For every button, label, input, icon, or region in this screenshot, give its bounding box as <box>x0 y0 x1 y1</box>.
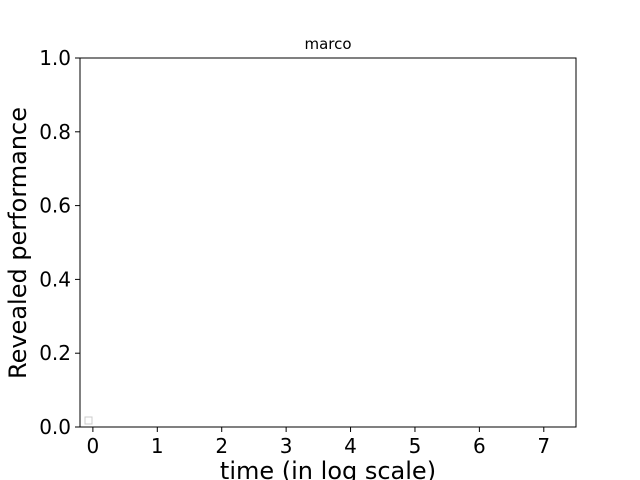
x-axis-title: time (in log scale) <box>220 457 436 480</box>
legend <box>84 416 93 425</box>
x-tick-label: 4 <box>344 434 357 458</box>
y-axis-ticks: 0.0 0.2 0.4 0.6 0.8 1.0 <box>39 46 80 439</box>
x-axis-ticks: 0 1 2 3 4 5 6 7 <box>87 427 550 458</box>
x-tick-label: 6 <box>473 434 486 458</box>
y-axis-title: Revealed performance <box>4 107 32 379</box>
y-tick-label: 0.6 <box>39 194 71 218</box>
plot-area <box>80 58 576 427</box>
plot-frame <box>79 57 577 428</box>
y-tick-label: 1.0 <box>39 46 71 70</box>
y-tick-label: 0.0 <box>39 415 71 439</box>
chart-title: marco <box>304 35 351 53</box>
x-tick-label: 5 <box>409 434 422 458</box>
y-tick-label: 0.8 <box>39 120 71 144</box>
x-tick-label: 3 <box>280 434 293 458</box>
x-tick-label: 2 <box>215 434 228 458</box>
y-tick-label: 0.2 <box>39 341 71 365</box>
x-tick-label: 1 <box>151 434 164 458</box>
x-tick-label: 7 <box>537 434 550 458</box>
x-tick-label: 0 <box>87 434 100 458</box>
y-tick-label: 0.4 <box>39 267 71 291</box>
legend-marker <box>84 416 93 425</box>
